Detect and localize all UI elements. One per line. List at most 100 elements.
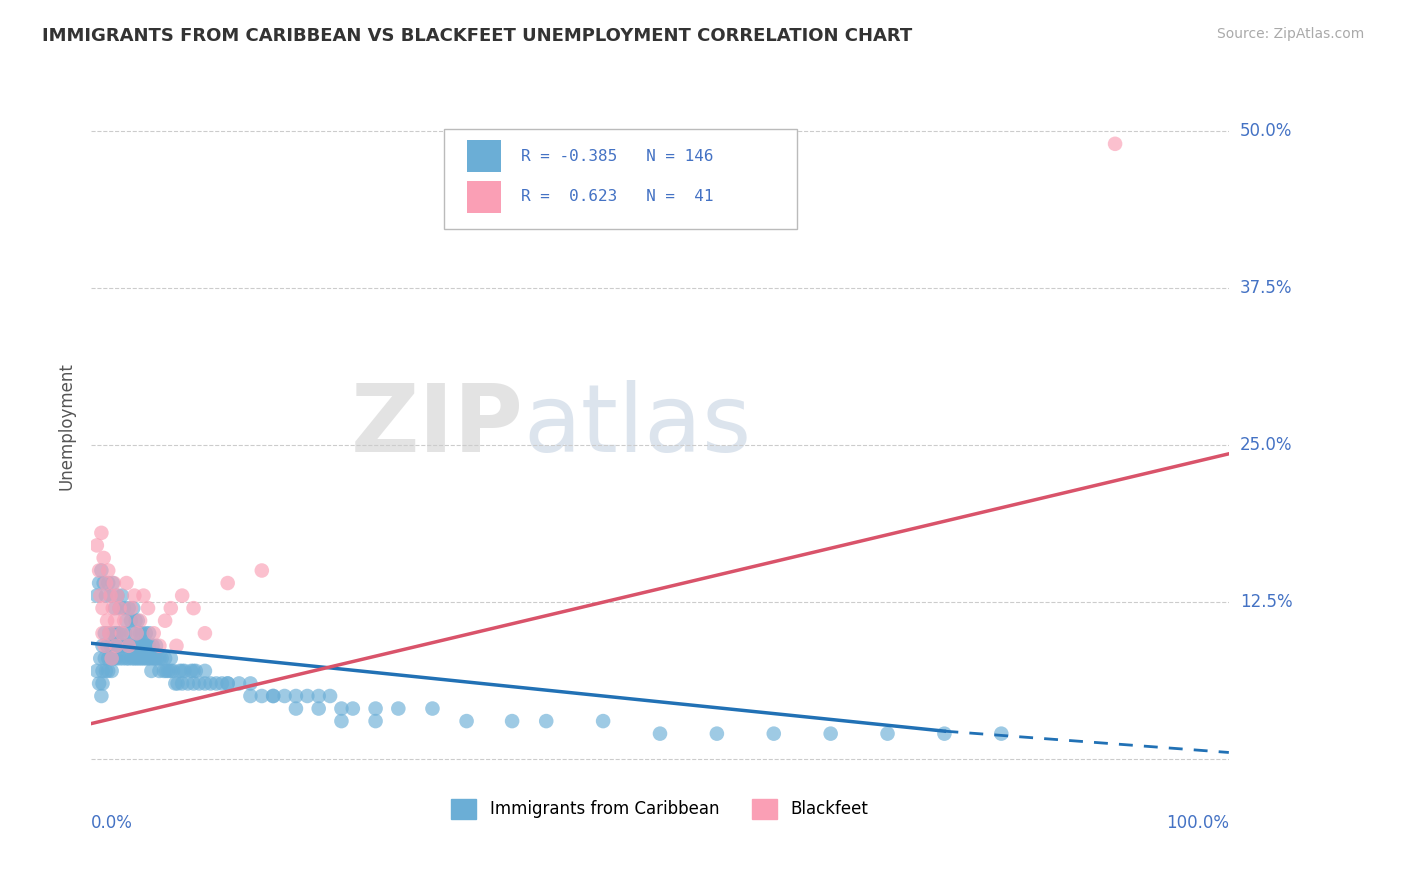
Point	[125, 626, 148, 640]
Text: 100.0%: 100.0%	[1166, 814, 1229, 832]
Point	[97, 564, 120, 578]
Point	[104, 639, 127, 653]
Point	[135, 651, 157, 665]
Point	[90, 525, 112, 540]
Point	[86, 664, 108, 678]
Point	[115, 576, 138, 591]
Point	[117, 639, 139, 653]
Point	[184, 664, 207, 678]
Point	[114, 639, 136, 653]
Point	[114, 626, 136, 640]
Point	[100, 589, 122, 603]
Point	[136, 601, 159, 615]
Point	[330, 714, 353, 728]
Point	[319, 689, 342, 703]
Point	[118, 651, 141, 665]
FancyBboxPatch shape	[467, 181, 501, 213]
Point	[422, 701, 444, 715]
Point	[143, 651, 166, 665]
Point	[110, 626, 132, 640]
Point	[129, 614, 152, 628]
Point	[762, 726, 785, 740]
Point	[284, 689, 307, 703]
Point	[194, 676, 217, 690]
Point	[142, 639, 165, 653]
Point	[112, 639, 135, 653]
Point	[91, 601, 114, 615]
Point	[131, 639, 153, 653]
Point	[94, 626, 117, 640]
Point	[183, 601, 205, 615]
Point	[125, 651, 148, 665]
Point	[103, 576, 125, 591]
Point	[108, 639, 131, 653]
Point	[105, 589, 128, 603]
Point	[297, 689, 319, 703]
Point	[183, 676, 205, 690]
Point	[122, 639, 145, 653]
Point	[111, 626, 134, 640]
Point	[159, 601, 181, 615]
Point	[129, 626, 152, 640]
Point	[135, 626, 157, 640]
Point	[159, 664, 181, 678]
Point	[534, 714, 557, 728]
Point	[172, 664, 194, 678]
Point	[101, 639, 124, 653]
Point	[138, 639, 160, 653]
Point	[820, 726, 842, 740]
Point	[94, 576, 117, 591]
Point	[97, 576, 120, 591]
Point	[648, 726, 671, 740]
Point	[125, 626, 148, 640]
Point	[105, 651, 128, 665]
Point	[105, 639, 128, 653]
Text: 12.5%: 12.5%	[1240, 593, 1292, 611]
Point	[112, 601, 135, 615]
Point	[111, 589, 134, 603]
Text: R =  0.623   N =  41: R = 0.623 N = 41	[522, 189, 714, 204]
Point	[87, 576, 110, 591]
Point	[148, 651, 170, 665]
Point	[205, 676, 228, 690]
Point	[148, 664, 170, 678]
Point	[94, 664, 117, 678]
Text: ZIP: ZIP	[350, 380, 523, 472]
Point	[118, 601, 141, 615]
Point	[108, 601, 131, 615]
Point	[120, 614, 142, 628]
Point	[166, 676, 188, 690]
Point	[1104, 136, 1126, 151]
Point	[124, 639, 146, 653]
Point	[706, 726, 728, 740]
Point	[194, 664, 217, 678]
Point	[145, 639, 167, 653]
Text: 0.0%: 0.0%	[91, 814, 134, 832]
Point	[148, 639, 170, 653]
Point	[94, 589, 117, 603]
Point	[262, 689, 284, 703]
Point	[364, 714, 387, 728]
Point	[217, 576, 239, 591]
Point	[115, 651, 138, 665]
Text: 37.5%: 37.5%	[1240, 279, 1292, 297]
Point	[592, 714, 614, 728]
Point	[308, 689, 330, 703]
Point	[342, 701, 364, 715]
Point	[112, 614, 135, 628]
Point	[90, 564, 112, 578]
Text: 25.0%: 25.0%	[1240, 436, 1292, 454]
Point	[387, 701, 409, 715]
Point	[162, 664, 184, 678]
Point	[105, 639, 128, 653]
Point	[87, 676, 110, 690]
Text: R = -0.385   N = 146: R = -0.385 N = 146	[522, 149, 714, 163]
Point	[166, 639, 188, 653]
Text: IMMIGRANTS FROM CARIBBEAN VS BLACKFEET UNEMPLOYMENT CORRELATION CHART: IMMIGRANTS FROM CARIBBEAN VS BLACKFEET U…	[42, 27, 912, 45]
Point	[153, 664, 176, 678]
Point	[104, 601, 127, 615]
Point	[188, 676, 211, 690]
Point	[139, 651, 162, 665]
Point	[146, 651, 169, 665]
Point	[135, 639, 157, 653]
